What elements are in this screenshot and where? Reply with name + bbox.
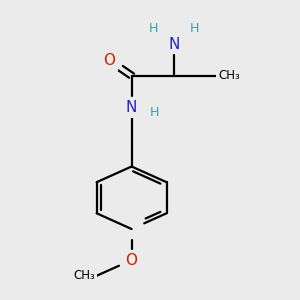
Text: N: N [168,37,180,52]
Text: H: H [190,22,199,35]
Text: O: O [126,253,138,268]
Text: H: H [149,22,158,35]
Text: CH₃: CH₃ [218,69,240,82]
Text: methoxy: methoxy [86,270,129,280]
Text: CH₃: CH₃ [73,269,95,282]
Text: H: H [150,106,159,119]
Text: O: O [103,53,116,68]
Text: N: N [126,100,137,115]
